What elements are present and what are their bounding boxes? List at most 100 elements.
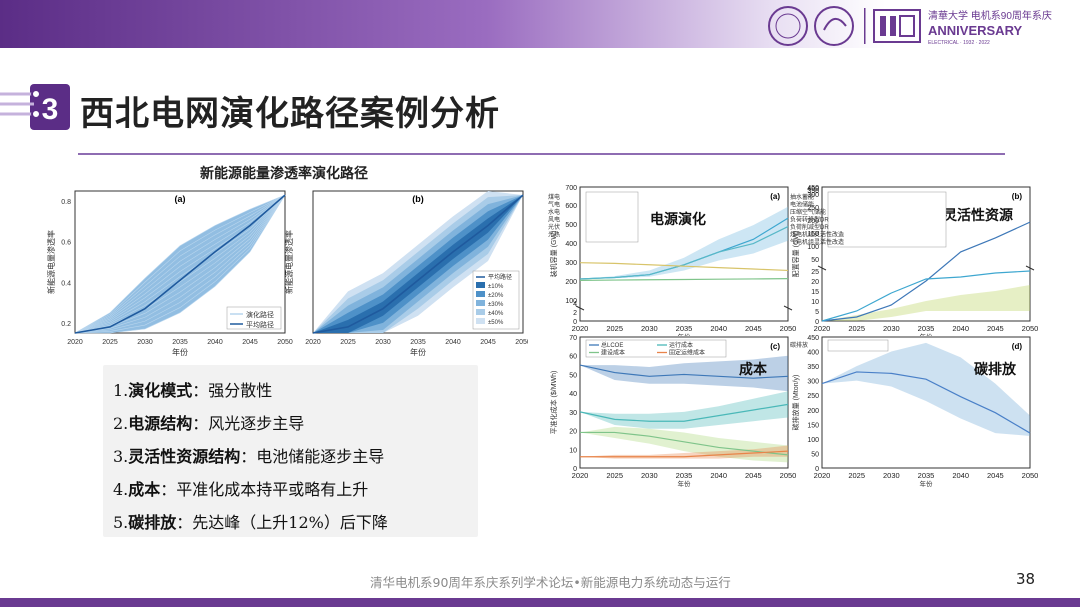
y-tick-label: 40 [569, 391, 577, 398]
legend-label: 煤电 [548, 193, 560, 201]
plot-frame [821, 336, 1031, 469]
legend-label: 电池储能 [790, 201, 814, 209]
y-tick-label: 100 [807, 437, 819, 444]
y-axis-label: 配置容量 (GW) [791, 231, 800, 278]
x-axis-label: 年份 [678, 332, 692, 336]
series-line [579, 364, 789, 379]
legend-label: 演化路径 [246, 310, 274, 319]
y-tick-label: 10 [569, 447, 577, 454]
legend-label: 气电机组灵活性改造 [790, 238, 844, 246]
y-tick-label: 15 [811, 289, 819, 296]
x-tick-label: 2040 [445, 339, 461, 346]
evolution-path [74, 194, 286, 334]
y-tick-label: 60 [569, 354, 577, 361]
chart-penetration-a: (a) 2020 2025 2030 2035 2040 2045 2050 年份 新能源电量渗透… [46, 190, 293, 357]
chart-power-evolution: 2020 2025 2030 2035 2040 2045 2050 年份 装机容量 (GW) 0… [548, 185, 797, 336]
chart-annotation: 灵活性资源 [943, 207, 1013, 223]
uncertainty-band [580, 391, 788, 429]
chart-annotation: 碳排放 [974, 361, 1017, 377]
summary-item: 2.电源结构：风光逐步主导 [113, 414, 305, 433]
legend-label: ±20% [488, 293, 504, 299]
x-axis-label: 年份 [920, 479, 934, 488]
evolution-path [74, 194, 286, 334]
x-tick-label: 2045 [745, 471, 762, 480]
slide-title-area: 3 西北电网演化路径案例分析 [0, 78, 1080, 138]
y-tick-label: 250 [807, 205, 819, 212]
series-line [579, 403, 789, 422]
legend-label: 压缩空气储能 [790, 208, 826, 216]
legend-swatch [476, 282, 485, 288]
x-tick-label: 2045 [480, 339, 496, 346]
y-tick-label: 300 [807, 192, 819, 199]
y-tick-label: 20 [569, 429, 577, 436]
axis-break [783, 305, 793, 311]
summary-item: 4.成本：平准化成本持平或略有上升 [113, 480, 369, 499]
y-tick-label: 0 [815, 319, 819, 326]
footer-bar [0, 598, 1080, 607]
evolution-path [74, 194, 286, 334]
y-tick-label: 50 [811, 451, 819, 458]
x-tick-label: 2050 [780, 324, 797, 333]
x-tick-label: 2020 [572, 471, 589, 480]
x-tick-label: 2050 [515, 339, 528, 346]
x-tick-label: 2030 [137, 339, 153, 346]
x-tick-label: 2050 [1022, 324, 1039, 333]
x-tick-label: 2030 [641, 471, 658, 480]
y-tick-label: 400 [807, 186, 819, 193]
section-number: 3 [42, 93, 59, 126]
x-tick-label: 2025 [606, 324, 623, 333]
y-tick-label: 450 [807, 335, 819, 342]
x-tick-label: 2035 [676, 324, 693, 333]
legend-label: 负荷削减型DR [790, 223, 829, 231]
uncertainty-band [580, 355, 788, 392]
panel-label: (b) [412, 194, 424, 204]
x-axis-label: 年份 [678, 479, 692, 488]
y-tick-label: 350 [807, 188, 819, 195]
x-tick-label: 2030 [375, 339, 391, 346]
section-badge: 3 [0, 84, 70, 130]
tsinghua-seal-icon [768, 6, 808, 46]
y-tick-label: 50 [569, 372, 577, 379]
y-tick-label: 50 [811, 257, 819, 264]
series-line [580, 431, 789, 456]
legend-box [827, 191, 947, 248]
axis-break [817, 265, 827, 271]
footer-text: 清华电机系90周年系庆系列学术论坛•新能源电力系统动态与运行 [370, 575, 731, 590]
x-tick-label: 2040 [710, 471, 727, 480]
x-tick-label: 2045 [987, 324, 1004, 333]
y-tick-label: 0 [573, 319, 577, 326]
y-tick-label: 350 [807, 364, 819, 371]
x-tick-label: 2020 [67, 339, 83, 346]
x-tick-label: 2045 [745, 324, 762, 333]
series-line [579, 262, 789, 272]
left-chart-caption: 新能源能量渗透率演化路径 [200, 166, 368, 182]
y-tick-label: 400 [807, 350, 819, 357]
x-tick-label: 2030 [641, 324, 658, 333]
y-tick-label: 10 [811, 299, 819, 306]
legend-label: 碳排放 [790, 341, 808, 349]
y-tick-label: 4 [573, 301, 577, 308]
legend-label: 风电 [548, 216, 560, 224]
summary-item: 1.演化模式：强分散性 [113, 381, 273, 400]
legend-label: 抽水蓄能 [790, 193, 814, 201]
legend-label: 平均路径 [488, 273, 512, 281]
x-tick-label: 2040 [952, 471, 969, 480]
evolution-path [74, 194, 286, 334]
evolution-path [74, 194, 286, 334]
y-tick-label: 200 [807, 408, 819, 415]
summary-box: 1.演化模式：强分散性 2.电源结构：风光逐步主导 3.灵活性资源结构：电池储能… [103, 365, 478, 537]
panel-label: (a) [175, 194, 186, 204]
legend-label: 固定运维成本 [669, 349, 705, 357]
y-tick-label: 600 [565, 203, 577, 210]
y-tick-label: 2 [573, 310, 577, 317]
x-tick-label: 2025 [848, 471, 865, 480]
x-tick-label: 2020 [572, 324, 589, 333]
y-tick-label: 100 [565, 298, 577, 305]
legend-label: ±50% [488, 320, 504, 326]
ee90-logo-icon [873, 9, 921, 43]
y-axis-label: 新能源电量渗透率 [46, 230, 56, 294]
panel-label: (a) [770, 192, 780, 201]
legend-label: 光热 [548, 231, 560, 239]
x-tick-label: 2050 [1022, 471, 1039, 480]
